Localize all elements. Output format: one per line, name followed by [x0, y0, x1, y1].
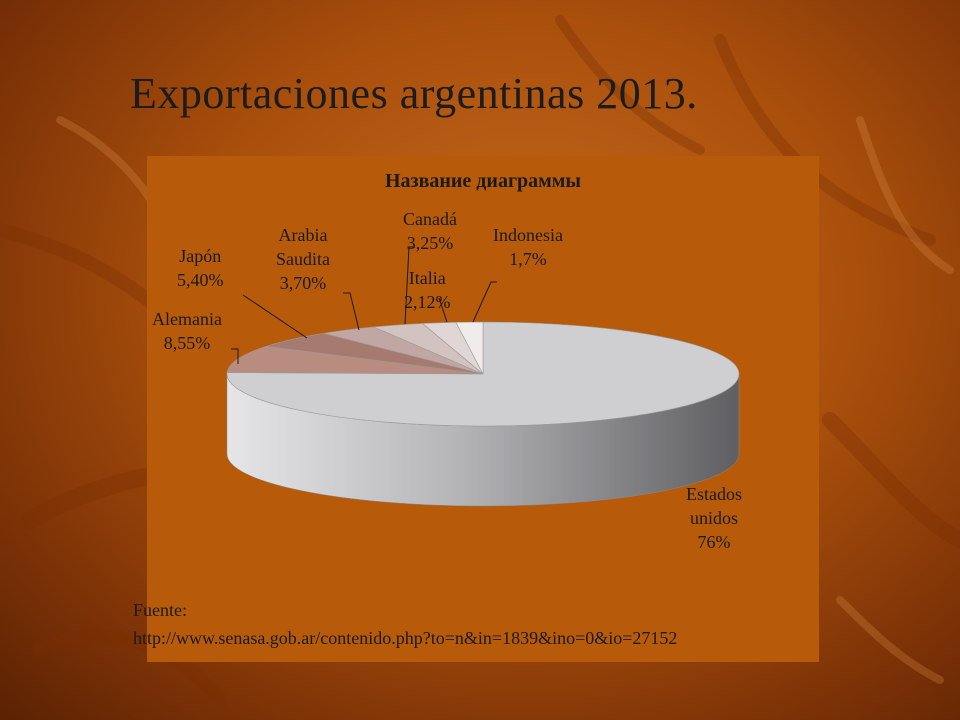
source-url: http://www.senasa.gob.ar/contenido.php?t… [133, 628, 678, 648]
pie-slice-estados-unidos [226, 321, 740, 427]
label-japon-name: Japón [179, 246, 222, 266]
label-japon: Japón 5,40% [177, 244, 224, 292]
label-arabia: Arabia Saudita 3,70% [263, 223, 343, 295]
leader-line-indonesia [472, 281, 497, 323]
label-canada-value: 3,25% [406, 233, 454, 253]
label-indonesia-name: Indonesia [493, 225, 563, 245]
leader-line-italia [438, 297, 448, 323]
leader-line-alemania [231, 348, 239, 364]
leader-line-arabia [343, 292, 360, 331]
slide-title: Exportaciones argentinas 2013. [130, 69, 698, 118]
label-italia-name: Italia [408, 268, 446, 288]
label-estados-unidos: Estados unidos 76% [683, 482, 745, 554]
label-canada-name: Canadá [403, 209, 457, 229]
label-alemania-value: 8,55% [163, 333, 211, 353]
chart-panel: Название диаграммы Japón 5,40% Alemania … [147, 156, 819, 662]
label-indonesia: Indonesia 1,7% [493, 223, 563, 271]
label-estados-unidos-value: 76% [697, 532, 731, 552]
label-arabia-name: Arabia Saudita [276, 225, 330, 269]
label-italia-value: 2,12% [404, 292, 451, 312]
source-label: Fuente: [133, 600, 187, 620]
chart-title: Название диаграммы [384, 170, 582, 192]
label-canada: Canadá 3,25% [403, 207, 457, 255]
label-indonesia-value: 1,7% [509, 249, 547, 269]
leader-line-japon [242, 294, 308, 339]
label-italia: Italia 2,12% [404, 266, 451, 314]
label-alemania-name: Alemania [152, 309, 222, 329]
pie-slice-indonesia [455, 321, 484, 375]
label-alemania: Alemania 8,55% [152, 307, 222, 355]
leader-line-canada [404, 246, 415, 325]
label-estados-unidos-name: Estados unidos [686, 484, 742, 528]
pie-chart [226, 246, 740, 507]
label-japon-value: 5,40% [177, 270, 224, 290]
label-arabia-value: 3,70% [279, 273, 327, 293]
source-note: Fuente: http://www.senasa.gob.ar/conteni… [133, 596, 677, 652]
